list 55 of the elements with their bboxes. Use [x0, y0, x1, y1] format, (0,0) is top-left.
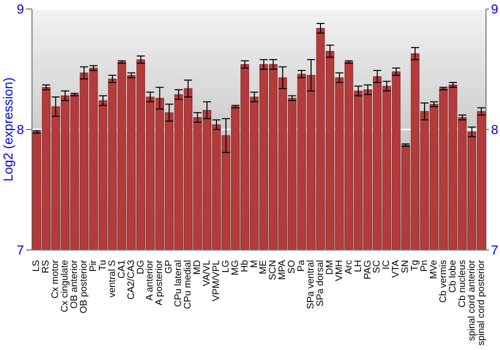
x-tick-label: Arc [343, 260, 354, 274]
x-tick-label: Cb lobe [447, 260, 458, 293]
x-tick-label: spinal cord anterior [466, 260, 478, 341]
x-tick-label: LG [220, 260, 232, 273]
x-tick-label: SPa dorsal [314, 260, 326, 306]
x-tick-label: CA2/CA3 [126, 260, 137, 300]
x-tick-label: RS [40, 260, 52, 274]
x-tick-label: VMH [334, 260, 345, 282]
x-tick-label: ventral S [106, 260, 118, 298]
x-tick-label: PAG [362, 260, 374, 280]
x-tick-label: CPu lateral [173, 260, 184, 307]
x-tick-label: DM [324, 260, 336, 275]
y2-tick-label: 8 [491, 122, 498, 138]
x-tick-label: Cb nucleus [456, 260, 468, 308]
x-tick-label: Cx motor [50, 260, 62, 299]
x-tick-label: Pa [296, 259, 308, 272]
x-tick-label: SN [400, 260, 412, 274]
y-axis-title: Log2 (expression) [0, 77, 16, 182]
x-tick-label: ME [258, 260, 270, 274]
x-tick-label: SCN [268, 260, 279, 280]
x-tick-label: LS [31, 260, 42, 272]
x-tick-label: IC [381, 260, 392, 270]
y-tick-label: 8 [16, 122, 24, 138]
x-tick-label: DG [135, 260, 146, 274]
x-tick-label: SC [372, 260, 383, 274]
x-tick-label: VA/VL [201, 260, 212, 286]
x-tick-label: MG [230, 260, 241, 276]
x-tick-label: MVe [428, 260, 440, 280]
x-tick-label: SPa ventral [306, 260, 317, 310]
x-tick-label: A anterior [144, 260, 156, 301]
x-tick-label: SO [286, 260, 298, 274]
x-tick-label: M [248, 260, 260, 268]
x-tick-label: OB posterior [78, 260, 90, 314]
x-tick-label: OB anterior [69, 260, 80, 309]
x-tick-label: spinal cord posterior [476, 260, 487, 346]
x-tick-label: A posterior [154, 260, 166, 306]
x-tick-label: VTA [390, 259, 402, 278]
y2-tick-label: 7 [491, 242, 498, 258]
x-tick-label: MD [192, 260, 204, 275]
y-tick-label: 9 [16, 2, 24, 17]
x-tick-label: Cx cingulate [60, 260, 71, 312]
x-tick-label: CA1 [116, 260, 128, 278]
x-tick-label: Pn [419, 260, 430, 272]
x-tick-label: Tg [410, 260, 421, 272]
x-tick-label: CPu medial [182, 260, 194, 310]
x-tick-label: Hb [239, 260, 250, 272]
x-tick-label: GP [164, 260, 175, 274]
x-tick-label: Tu [97, 260, 108, 271]
y-tick-label: 7 [16, 242, 24, 258]
x-tick-label: LH [352, 260, 364, 272]
x-tick-label: VPM/VPL [210, 260, 222, 302]
x-tick-label: Cb vermis [438, 260, 449, 303]
x-tick-label: MPA [277, 259, 288, 280]
y2-tick-label: 9 [491, 2, 498, 17]
x-tick-label: Pir [88, 260, 99, 272]
